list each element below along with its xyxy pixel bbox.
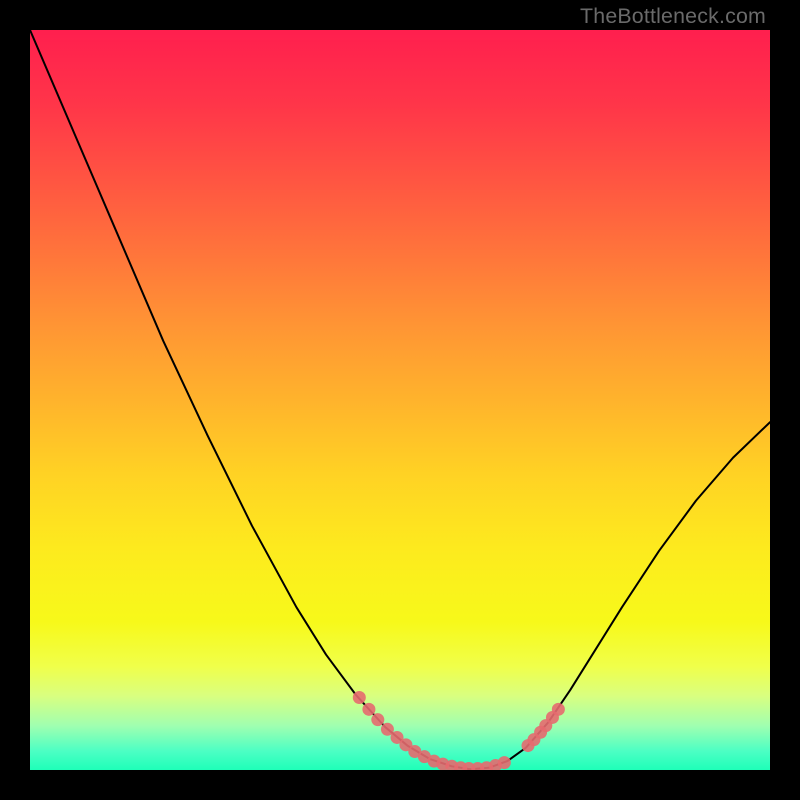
plot-area [30, 30, 770, 770]
marker-point [371, 713, 384, 726]
chart-frame: TheBottleneck.com [0, 0, 800, 800]
watermark-text: TheBottleneck.com [580, 4, 766, 29]
marker-point [362, 703, 375, 716]
chart-overlay [30, 30, 770, 770]
marker-point [353, 691, 366, 704]
marker-point [552, 703, 565, 716]
bottleneck-curve [30, 30, 770, 769]
marker-point [498, 756, 511, 769]
